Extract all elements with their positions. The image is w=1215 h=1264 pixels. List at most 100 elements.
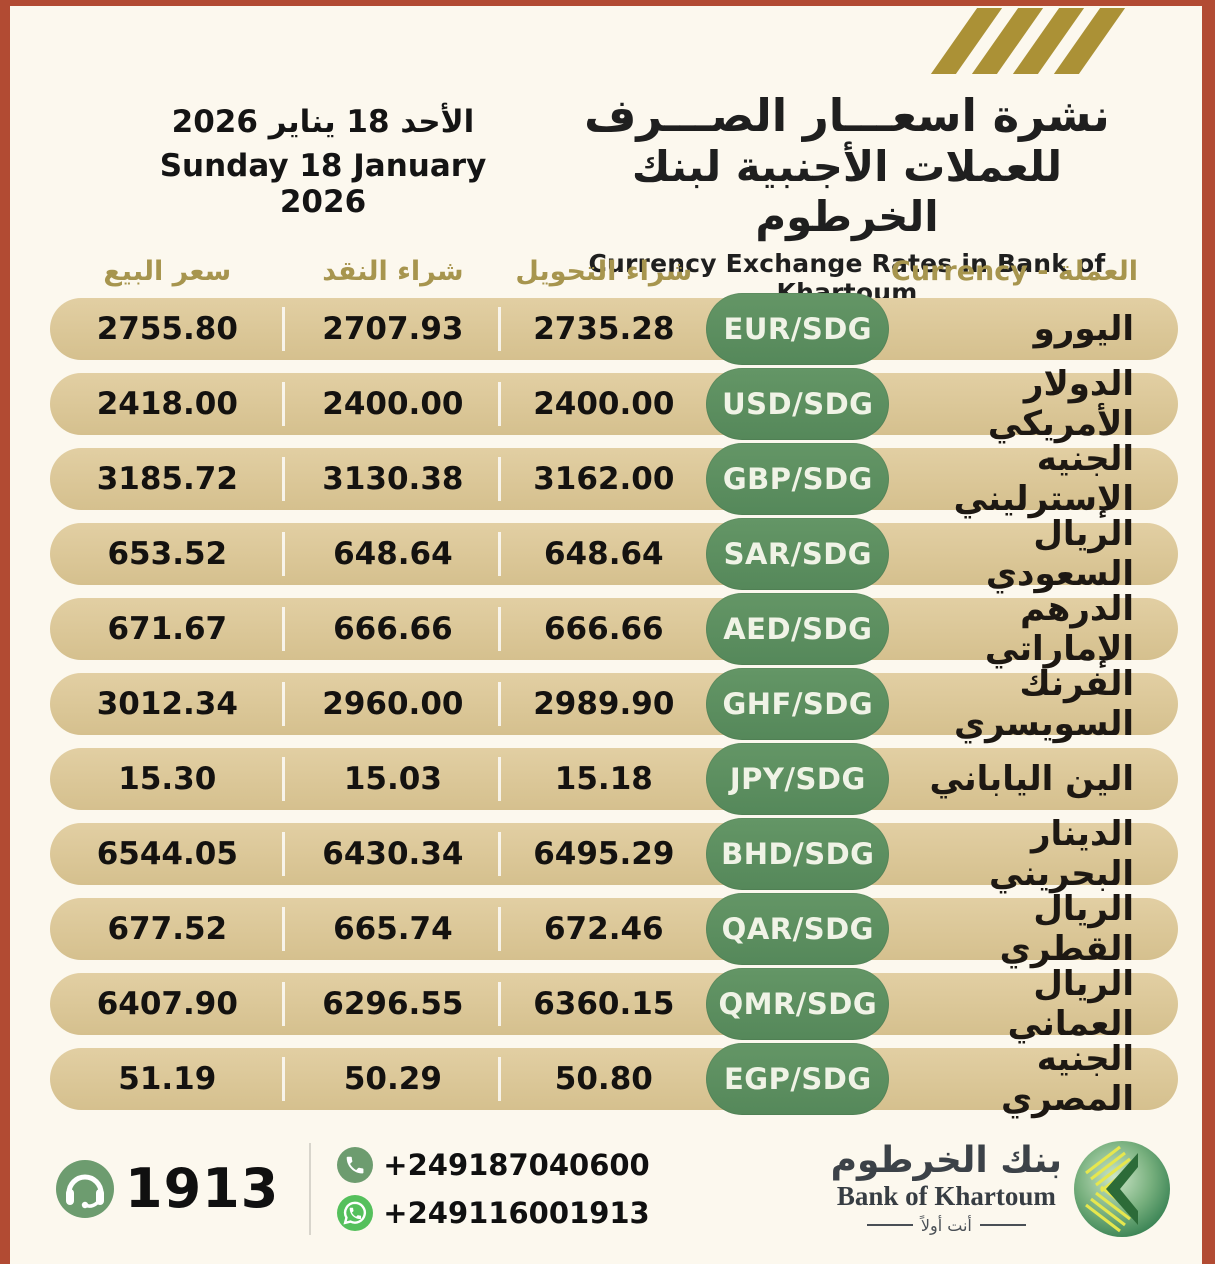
currency-name: الجنيه الإسترليني: [953, 439, 1134, 519]
title-arabic-line1: نشرة اسعـــار الصـــرف: [584, 89, 1110, 142]
column-divider: [281, 1057, 285, 1101]
phone-number[interactable]: +249187040600: [383, 1147, 650, 1182]
currency-name: الدولار الأمريكي: [987, 364, 1134, 444]
currency-code-badge: GHF/SDG: [706, 668, 890, 740]
table-row: 653.52 648.64 648.64 SAR/SDG الريال السع…: [50, 514, 1178, 594]
column-divider: [281, 382, 285, 426]
cash-buy-value: 15.03: [343, 761, 442, 797]
bank-logo-group: بنك الخرطوم Bank of Khartoum أنت أولاً: [831, 1139, 1172, 1239]
currency-name: الفرنك السويسري: [953, 664, 1134, 744]
column-divider: [498, 307, 502, 351]
cash-buy-value: 6296.55: [322, 986, 464, 1022]
contact-numbers: +249187040600 +249116001913: [337, 1146, 650, 1231]
header-cash-buy: شراء النقد: [322, 255, 464, 287]
column-divider: [498, 382, 502, 426]
column-divider: [498, 757, 502, 801]
column-divider: [281, 607, 285, 651]
phone-contact: +249187040600: [337, 1146, 650, 1183]
gold-diagonal-stripes-icon: [930, 8, 1126, 78]
currency-name: الريال السعودي: [985, 514, 1134, 594]
bank-name-arabic: بنك الخرطوم: [830, 1139, 1062, 1181]
transfer-buy-value: 3162.00: [533, 461, 675, 497]
transfer-buy-value: 2400.00: [533, 386, 675, 422]
table-row: 15.30 15.03 15.18 JPY/SDG الين الياباني: [50, 743, 1178, 815]
transfer-buy-value: 648.64: [543, 536, 664, 572]
currency-code-badge: EUR/SDG: [706, 293, 890, 365]
column-divider: [498, 457, 502, 501]
sell-price-value: 3012.34: [96, 686, 238, 722]
column-divider: [498, 682, 502, 726]
currency-name: الدينار البحريني: [989, 814, 1134, 894]
transfer-buy-value: 6360.15: [533, 986, 675, 1022]
table-row: 3185.72 3130.38 3162.00 GBP/SDG الجنيه ا…: [50, 439, 1178, 519]
currency-code-badge: GBP/SDG: [706, 443, 890, 515]
whatsapp-contact: +249116001913: [337, 1194, 650, 1231]
sell-price-value: 6544.05: [96, 836, 238, 872]
currency-name: الريال القطري: [999, 889, 1134, 969]
currency-code-badge: SAR/SDG: [706, 518, 890, 590]
currency-name: اليورو: [1033, 309, 1134, 349]
table-row: 671.67 666.66 666.66 AED/SDG الدرهم الإم…: [50, 589, 1178, 669]
bank-tagline: أنت أولاً: [831, 1216, 1062, 1235]
table-row: 51.19 50.29 50.80 EGP/SDG الجنيه المصري: [50, 1039, 1178, 1119]
column-divider: [498, 907, 502, 951]
currency-code-badge: QAR/SDG: [706, 893, 890, 965]
transfer-buy-value: 15.18: [554, 761, 653, 797]
cash-buy-value: 2400.00: [322, 386, 464, 422]
currency-name: الين الياباني: [929, 759, 1135, 799]
header-sell-price: سعر البيع: [103, 255, 232, 287]
column-divider: [281, 982, 285, 1026]
cash-buy-value: 2960.00: [322, 686, 464, 722]
column-divider: [281, 832, 285, 876]
bulletin-date: الأحد 18 يناير 2026 Sunday 18 January 20…: [128, 104, 518, 220]
header-currency: العملة - Currency: [891, 255, 1138, 287]
header-transfer-buy: شراء التحويل: [515, 255, 693, 287]
currency-code-badge: USD/SDG: [706, 368, 890, 440]
bank-logo-text: بنك الخرطوم Bank of Khartoum أنت أولاً: [830, 1139, 1062, 1235]
transfer-buy-value: 666.66: [543, 611, 664, 647]
column-divider: [281, 307, 285, 351]
currency-code-badge: QMR/SDG: [706, 968, 890, 1040]
cash-buy-value: 6430.34: [322, 836, 464, 872]
title-arabic-line2: للعملات الأجنبية لبنك الخرطوم: [631, 141, 1063, 242]
table-row: 2418.00 2400.00 2400.00 USD/SDG الدولار …: [50, 364, 1178, 444]
currency-name: الدرهم الإماراتي: [984, 589, 1134, 669]
sell-price-value: 2755.80: [96, 311, 238, 347]
cash-buy-value: 666.66: [333, 611, 453, 647]
transfer-buy-value: 2735.28: [533, 311, 675, 347]
sell-price-value: 2418.00: [96, 386, 238, 422]
rates-table: 2755.80 2707.93 2735.28 EUR/SDG اليورو 2…: [50, 293, 1178, 1123]
column-divider: [281, 682, 285, 726]
column-divider: [281, 907, 285, 951]
cash-buy-value: 3130.38: [322, 461, 464, 497]
headset-icon: [56, 1159, 114, 1218]
column-divider: [498, 532, 502, 576]
column-divider: [498, 607, 502, 651]
sell-price-value: 51.19: [118, 1061, 217, 1097]
phone-icon: [337, 1146, 374, 1183]
table-row: 677.52 665.74 672.46 QAR/SDG الريال القط…: [50, 889, 1178, 969]
date-english: Sunday 18 January 2026: [159, 148, 487, 220]
sell-price-value: 6407.90: [96, 986, 238, 1022]
sell-price-value: 671.67: [107, 611, 228, 647]
currency-name: الجنيه المصري: [1000, 1039, 1134, 1119]
sell-price-value: 15.30: [118, 761, 217, 797]
transfer-buy-value: 672.46: [543, 911, 664, 947]
transfer-buy-value: 50.80: [554, 1061, 653, 1097]
hotline-group: 1913 +249187040600 +249116001913: [55, 1142, 650, 1235]
sell-price-value: 677.52: [107, 911, 228, 947]
currency-code-badge: BHD/SDG: [706, 818, 890, 890]
column-divider: [281, 532, 285, 576]
sell-price-value: 653.52: [107, 536, 228, 572]
cash-buy-value: 2707.93: [322, 311, 464, 347]
whatsapp-icon: [337, 1194, 374, 1231]
cash-buy-value: 50.29: [343, 1061, 442, 1097]
column-divider: [498, 832, 502, 876]
currency-name: الريال العماني: [1007, 964, 1134, 1044]
column-divider: [498, 982, 502, 1026]
hotline-number[interactable]: 1913: [125, 1157, 280, 1220]
whatsapp-number[interactable]: +249116001913: [383, 1195, 650, 1230]
table-row: 3012.34 2960.00 2989.90 GHF/SDG الفرنك ا…: [50, 664, 1178, 744]
bank-of-khartoum-sphere-logo-icon: [1074, 1140, 1170, 1237]
